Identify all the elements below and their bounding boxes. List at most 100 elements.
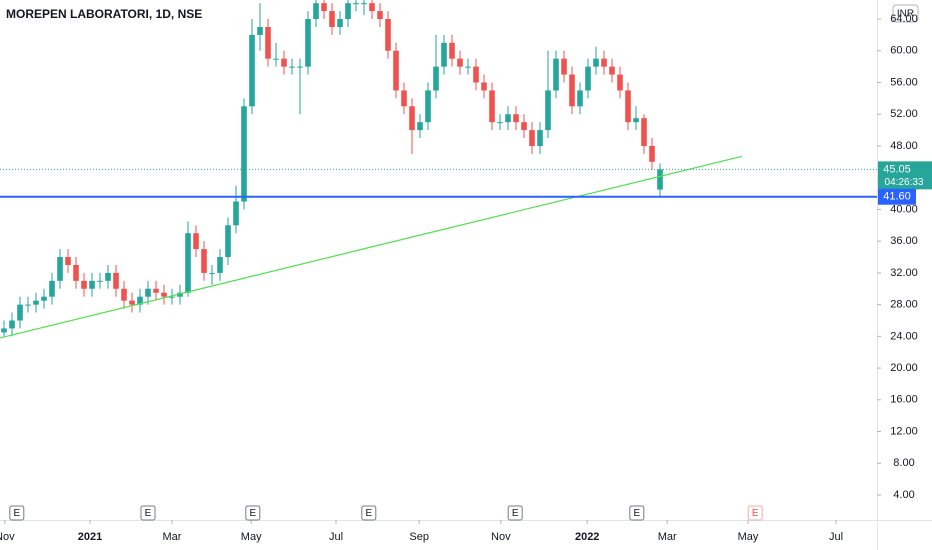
candle-body — [273, 58, 279, 60]
earnings-label: E — [512, 508, 519, 519]
candle-body — [241, 106, 247, 202]
candle-body — [537, 130, 543, 146]
y-tick-label: 52.00 — [890, 108, 918, 120]
candle-body — [113, 272, 119, 289]
candle-body — [457, 58, 463, 67]
candle-body — [585, 66, 591, 91]
candle-body — [17, 304, 23, 321]
candle-body — [321, 3, 327, 12]
earnings-marker[interactable] — [9, 505, 25, 521]
x-tick-label: Nov — [0, 531, 15, 543]
last-price-label: 45.05 — [883, 163, 911, 175]
earnings-marker[interactable] — [747, 505, 763, 521]
earnings-marker[interactable] — [140, 505, 156, 521]
x-tick-label: Jul — [829, 531, 843, 543]
y-tick-label: 12.00 — [890, 425, 918, 437]
candle-body — [81, 280, 87, 289]
candle-body — [153, 288, 159, 293]
candle-body — [121, 288, 127, 301]
earnings-label: E — [633, 508, 640, 519]
candle-body — [329, 11, 335, 27]
candle-body — [89, 280, 95, 289]
candle-body — [569, 74, 575, 107]
y-tick-label: 16.00 — [890, 394, 918, 406]
currency-badge — [892, 4, 919, 23]
countdown-label: 04:26:33 — [885, 177, 924, 188]
x-tick-label: 2022 — [575, 531, 599, 543]
earnings-label: E — [365, 508, 372, 519]
candle-body — [449, 42, 455, 59]
y-tick-label: 36.00 — [890, 235, 918, 247]
earnings-label: E — [13, 508, 20, 519]
currency-label: INR — [897, 9, 914, 20]
earnings-marker[interactable] — [361, 505, 377, 521]
candle-body — [225, 225, 231, 258]
candle-body — [313, 3, 319, 20]
candle-body — [297, 66, 303, 68]
x-tick-label: Mar — [658, 531, 677, 543]
candle-body — [545, 90, 551, 131]
candle-body — [33, 300, 39, 305]
candle-body — [337, 19, 343, 27]
candle-body — [57, 257, 63, 281]
candle-body — [185, 233, 191, 293]
candle-body — [401, 90, 407, 107]
y-tick-label: 60.00 — [890, 45, 918, 57]
candle-body — [1, 328, 7, 333]
plot-area — [0, 0, 877, 339]
candle-body — [105, 272, 111, 281]
earnings-label: E — [752, 508, 759, 519]
y-tick-label: 28.00 — [890, 299, 918, 311]
candle-body — [137, 296, 143, 305]
candle-body — [49, 280, 55, 297]
candle-body — [657, 169, 663, 190]
candle-body — [497, 122, 503, 124]
earnings-marker[interactable] — [245, 505, 261, 521]
candle-body — [265, 26, 271, 59]
candle-body — [209, 272, 215, 274]
candle-body — [433, 66, 439, 91]
level-price-box — [878, 188, 916, 205]
candle-body — [441, 42, 447, 67]
candle-body — [465, 66, 471, 68]
candle-body — [177, 292, 183, 297]
candle-body — [289, 66, 295, 68]
candle-body — [481, 82, 487, 91]
candle-body — [25, 304, 31, 306]
candle-body — [193, 233, 199, 250]
y-tick-label: 8.00 — [893, 457, 914, 469]
candle-body — [361, 3, 367, 5]
candle-body — [257, 26, 263, 35]
x-tick-label: May — [738, 531, 759, 543]
candle-body — [129, 300, 135, 305]
candle-body — [377, 11, 383, 20]
x-tick-label: Mar — [163, 531, 182, 543]
y-tick-label: 24.00 — [890, 330, 918, 342]
level-price-label: 41.60 — [883, 191, 911, 203]
candle-body — [41, 296, 47, 301]
candle-body — [281, 58, 287, 67]
y-tick-label: 20.00 — [890, 362, 918, 374]
candle-body — [145, 288, 151, 297]
earnings-marker[interactable] — [629, 505, 645, 521]
candle-body — [617, 74, 623, 91]
earnings-marker[interactable] — [507, 505, 523, 521]
candle-body — [9, 320, 15, 329]
y-tick-label: 4.00 — [893, 489, 914, 501]
candle-body — [217, 257, 223, 273]
candle-body — [409, 106, 415, 131]
candle-body — [577, 90, 583, 107]
candle-body — [505, 114, 511, 123]
candle-body — [553, 58, 559, 91]
chart-title: MOREPEN LABORATORI, 1D, NSE — [6, 7, 202, 21]
candle-body — [513, 114, 519, 123]
y-tick-label: 56.00 — [890, 76, 918, 88]
trend-line — [0, 155, 743, 339]
candle-body — [649, 145, 655, 162]
x-tick-label: Nov — [491, 531, 511, 543]
candle-body — [521, 122, 527, 131]
y-tick-label: 40.00 — [890, 203, 918, 215]
earnings-label: E — [249, 508, 256, 519]
earnings-label: E — [145, 508, 152, 519]
